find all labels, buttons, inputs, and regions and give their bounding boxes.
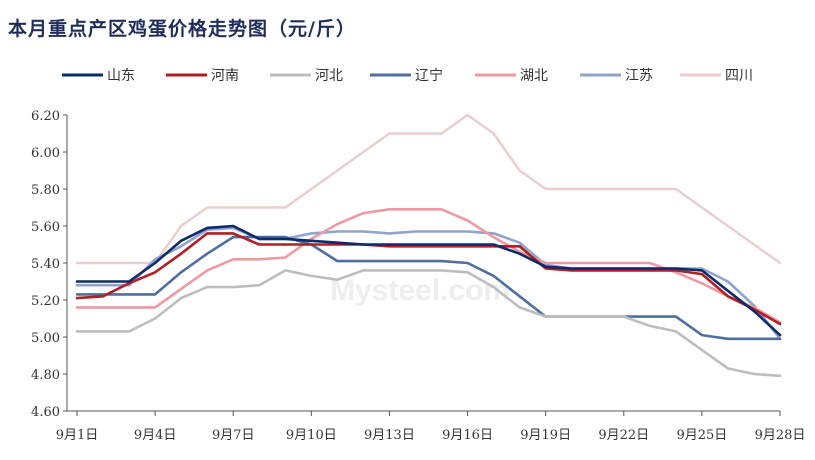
legend-label: 江苏 bbox=[625, 68, 653, 84]
y-tick-label: 4.80 bbox=[31, 368, 60, 383]
legend-item: 四川 bbox=[680, 68, 753, 84]
legend-item: 江苏 bbox=[580, 68, 653, 84]
series-line-7 bbox=[75, 113, 782, 265]
y-tick-label: 5.80 bbox=[31, 183, 60, 198]
y-tick-label: 5.20 bbox=[31, 294, 60, 309]
legend-label: 河北 bbox=[315, 68, 343, 84]
y-tick-label: 5.40 bbox=[31, 257, 60, 272]
x-tick-label: 9月4日 bbox=[134, 428, 177, 443]
y-tick-label: 5.00 bbox=[31, 331, 60, 346]
legend-item: 河南 bbox=[166, 68, 239, 84]
legend-item: 山东 bbox=[62, 68, 135, 84]
y-tick-label: 6.00 bbox=[31, 146, 60, 161]
x-tick-label: 9月28日 bbox=[755, 428, 806, 443]
legend-item: 辽宁 bbox=[370, 67, 443, 84]
watermark: Mysteel.com bbox=[330, 274, 510, 307]
legend-label: 辽宁 bbox=[415, 67, 443, 84]
x-tick-label: 9月10日 bbox=[286, 428, 337, 443]
x-tick-label: 9月7日 bbox=[212, 428, 255, 443]
chart-title: 本月重点产区鸡蛋价格走势图（元/斤） bbox=[8, 18, 356, 40]
y-tick-label: 4.60 bbox=[31, 405, 60, 420]
x-tick-label: 9月13日 bbox=[364, 428, 415, 443]
x-tick-label: 9月19日 bbox=[520, 428, 571, 443]
legend-item: 河北 bbox=[270, 68, 343, 84]
series-line-3 bbox=[75, 269, 782, 378]
legend-label: 山东 bbox=[107, 68, 135, 84]
legend-label: 湖北 bbox=[520, 68, 548, 84]
series-line-4 bbox=[75, 235, 782, 341]
series-line-2 bbox=[75, 232, 782, 326]
legend-item: 湖北 bbox=[475, 68, 548, 84]
y-tick-label: 6.20 bbox=[31, 109, 60, 124]
legend-label: 河南 bbox=[211, 68, 239, 84]
y-tick-label: 5.60 bbox=[31, 220, 60, 235]
x-tick-label: 9月25日 bbox=[676, 428, 727, 443]
x-tick-label: 9月16日 bbox=[442, 428, 493, 443]
x-tick-label: 9月22日 bbox=[598, 428, 649, 443]
series-line-1 bbox=[75, 224, 782, 337]
x-tick-label: 9月1日 bbox=[56, 428, 99, 443]
legend-label: 四川 bbox=[725, 68, 753, 84]
